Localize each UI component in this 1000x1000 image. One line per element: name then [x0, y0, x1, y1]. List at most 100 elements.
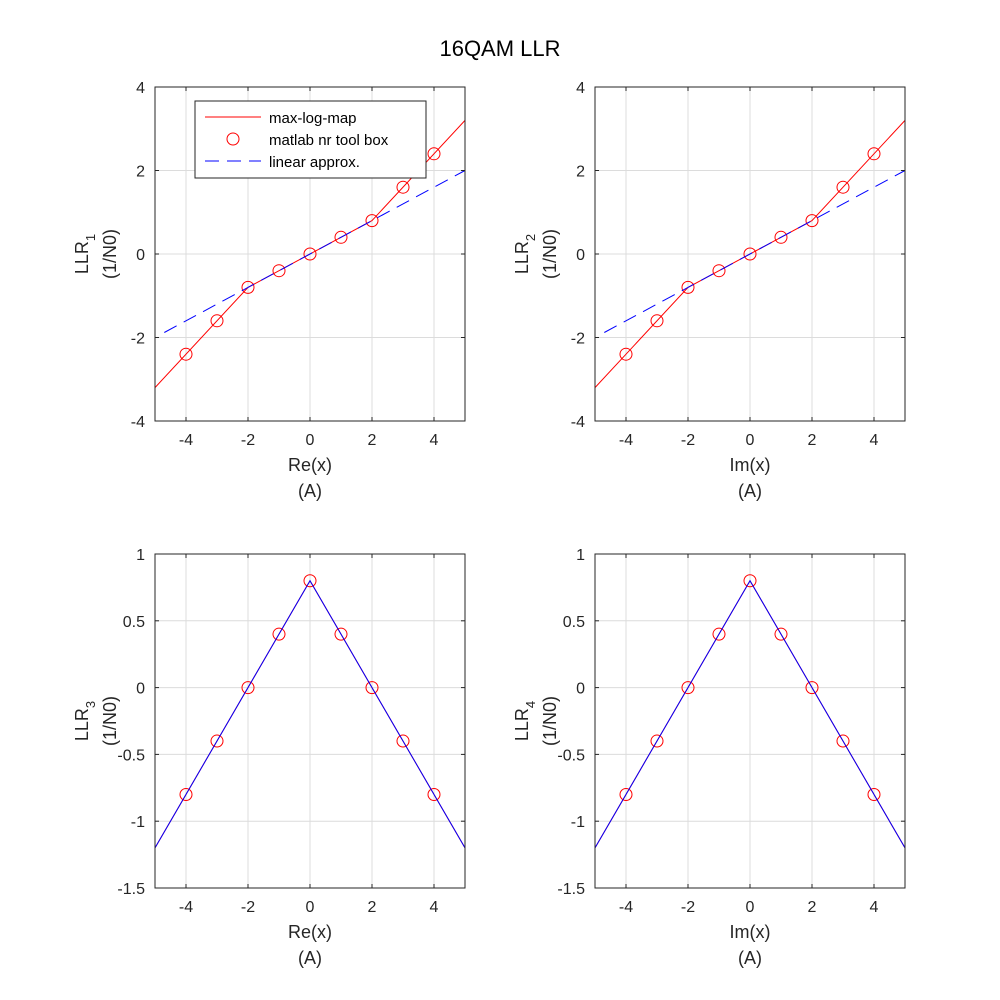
x-tick-label: -4: [619, 899, 633, 916]
y-axis-label-main: LLR: [72, 241, 92, 274]
y-axis-label-main: LLR: [512, 708, 532, 741]
subplot-3: -4 -2 0 2 4 -1.5 -1 -0.5 0 0.5 1 Re(x) (A) LLR3 (1/N0): [72, 547, 466, 968]
x-tick-label: 2: [368, 899, 377, 916]
y-tick-label: -1.5: [557, 881, 585, 898]
data-point-marker: [774, 230, 788, 244]
y-tick-label: -2: [571, 331, 585, 348]
x-tick-label: 4: [430, 432, 439, 449]
y-tick-label: -2: [131, 331, 145, 348]
y-axis-unit: (1/N0): [100, 696, 120, 746]
y-tick-label: -1.5: [117, 881, 145, 898]
y-axis-label-subscript: 4: [523, 701, 538, 708]
data-point-marker: [805, 214, 819, 228]
y-axis-label: LLR1: [72, 234, 98, 274]
y-tick-label: 0: [576, 681, 585, 698]
data-point-marker: [743, 247, 757, 261]
data-point-marker: [241, 681, 255, 695]
data-point-marker: [681, 280, 695, 294]
data-point-marker: [774, 627, 788, 641]
legend-label: linear approx.: [269, 154, 360, 171]
x-axis-unit: (A): [738, 481, 762, 501]
data-point-marker: [210, 734, 224, 748]
y-tick-label: 1: [136, 547, 145, 564]
data-point-marker: [805, 681, 819, 695]
y-axis-label: LLR4: [512, 701, 538, 741]
data-point-marker: [619, 347, 633, 361]
x-tick-label: 0: [306, 432, 315, 449]
data-point-marker: [210, 314, 224, 328]
data-point-marker: [427, 147, 441, 161]
y-axis-label-subscript: 3: [83, 701, 98, 708]
y-tick-label: 0.5: [563, 614, 585, 631]
y-tick-label: 2: [576, 164, 585, 181]
data-point-marker: [743, 574, 757, 588]
y-axis-label-subscript: 1: [83, 234, 98, 241]
data-point-marker: [867, 787, 881, 801]
y-axis-label-main: LLR: [512, 241, 532, 274]
legend-label: max-log-map: [269, 110, 357, 127]
data-point-marker: [867, 147, 881, 161]
x-axis-label: Re(x): [288, 922, 332, 942]
data-point-marker: [650, 734, 664, 748]
y-axis-label: LLR3: [72, 701, 98, 741]
x-axis-unit: (A): [738, 948, 762, 968]
data-point-marker: [396, 734, 410, 748]
y-axis-unit: (1/N0): [100, 229, 120, 279]
x-tick-label: -2: [681, 432, 695, 449]
legend-item: max-log-map: [205, 110, 357, 127]
legend-box: [194, 100, 427, 179]
data-point-marker: [836, 180, 850, 194]
legend: max-log-map matlab nr tool box linear appr…: [194, 100, 427, 179]
legend-item: linear approx.: [205, 154, 360, 171]
y-tick-label: 1: [576, 547, 585, 564]
x-tick-label: -4: [179, 432, 193, 449]
data-point-marker: [619, 787, 633, 801]
data-point-marker: [650, 314, 664, 328]
data-point-marker: [712, 264, 726, 278]
x-tick-label: -2: [241, 899, 255, 916]
y-tick-label: 0.5: [123, 614, 145, 631]
y-tick-label: -4: [131, 414, 145, 431]
data-point-marker: [681, 681, 695, 695]
y-tick-label: 4: [136, 80, 145, 97]
y-axis-label-main: LLR: [72, 708, 92, 741]
y-axis-unit: (1/N0): [540, 229, 560, 279]
y-tick-label: 2: [136, 164, 145, 181]
data-point-marker: [241, 280, 255, 294]
x-tick-label: -4: [619, 432, 633, 449]
x-tick-label: 2: [368, 432, 377, 449]
x-tick-label: 4: [430, 899, 439, 916]
x-tick-label: 0: [746, 899, 755, 916]
data-point-marker: [303, 247, 317, 261]
data-point-marker: [365, 681, 379, 695]
data-point-marker: [272, 627, 286, 641]
y-axis-label: LLR2: [512, 234, 538, 274]
y-axis-unit: (1/N0): [540, 696, 560, 746]
series-group: [595, 574, 905, 849]
series-group: [595, 120, 905, 388]
x-axis-label: Re(x): [288, 455, 332, 475]
y-tick-label: -1: [131, 814, 145, 831]
x-tick-label: 2: [808, 899, 817, 916]
data-point-marker: [303, 574, 317, 588]
x-tick-label: -4: [179, 899, 193, 916]
legend-marker: [226, 132, 240, 146]
x-tick-label: 2: [808, 432, 817, 449]
figure-title: 16QAM LLR: [439, 36, 560, 61]
data-point-marker: [334, 627, 348, 641]
y-tick-label: -0.5: [117, 747, 145, 764]
y-axis-label-subscript: 2: [523, 234, 538, 241]
y-tick-label: 0: [136, 681, 145, 698]
x-tick-label: 0: [746, 432, 755, 449]
y-tick-label: 0: [576, 247, 585, 264]
data-point-marker: [836, 734, 850, 748]
data-point-marker: [272, 264, 286, 278]
y-tick-label: -1: [571, 814, 585, 831]
y-tick-label: -4: [571, 414, 585, 431]
data-point-marker: [179, 787, 193, 801]
data-point-marker: [334, 230, 348, 244]
legend-item: matlab nr tool box: [226, 132, 389, 149]
